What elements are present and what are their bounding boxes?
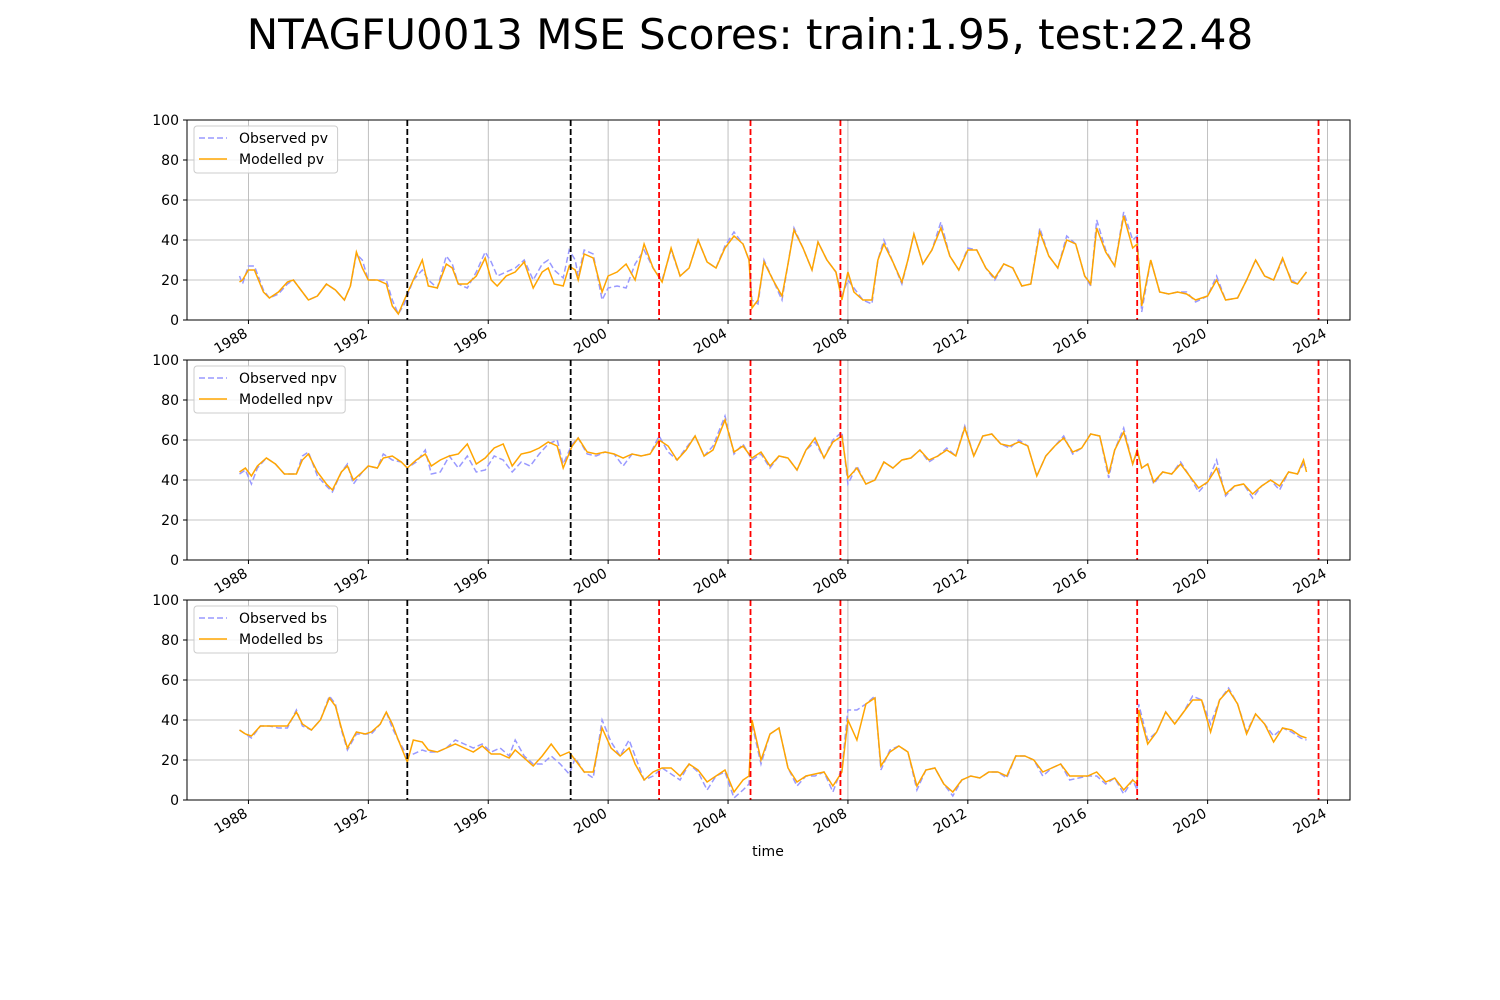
y-tick-label: 60 <box>161 193 179 209</box>
legend-label-observed: Observed pv <box>239 131 328 147</box>
x-tick-label: 2020 <box>1171 566 1210 598</box>
panel-pv: 0 20 40 60 80 100 1988 1992 1996 2000 2004 2008 2012… <box>152 113 1351 358</box>
axes-frame <box>186 119 1351 321</box>
series-line-observed-npv <box>239 413 1308 500</box>
y-tick-label: 80 <box>161 393 179 409</box>
x-tick-label: 2012 <box>931 326 970 358</box>
x-tick-label: 2024 <box>1291 326 1330 358</box>
x-tick-label: 2008 <box>811 806 850 838</box>
x-tick-label: 2004 <box>691 326 730 358</box>
legend-label-observed: Observed npv <box>239 371 337 387</box>
x-axis-label: time <box>752 844 784 860</box>
panel-bs: 0 20 40 60 80 100 1988 1992 1996 2000 2004 2008 2012… <box>152 593 1351 838</box>
x-tick-label: 2008 <box>811 326 850 358</box>
y-tick-label: 60 <box>161 673 179 689</box>
series-line-observed-pv <box>238 211 1308 316</box>
x-tick-label: 2004 <box>691 806 730 838</box>
y-tick-label: 40 <box>161 473 179 489</box>
x-tick-label: 1996 <box>451 806 490 838</box>
x-tick-label: 2024 <box>1291 806 1330 838</box>
y-tick-label: 100 <box>152 593 179 609</box>
x-tick-label: 1988 <box>212 326 251 358</box>
x-tick-label: 2012 <box>931 806 970 838</box>
y-tick-label: 0 <box>170 793 179 809</box>
legend: Observed bs Modelled bs <box>193 605 339 654</box>
x-tick-label: 2024 <box>1291 566 1330 598</box>
x-tick-label: 2020 <box>1171 326 1210 358</box>
x-tick-label: 1992 <box>331 566 370 598</box>
y-tick-label: 40 <box>161 233 179 249</box>
y-tick-label: 60 <box>161 433 179 449</box>
x-tick-label: 1992 <box>331 806 370 838</box>
x-tick-label: 2012 <box>931 566 970 598</box>
x-tick-label: 2016 <box>1051 566 1090 598</box>
y-tick-label: 0 <box>170 553 179 569</box>
x-tick-label: 1988 <box>212 806 251 838</box>
series-line-modelled-npv <box>239 417 1308 496</box>
y-tick-label: 100 <box>152 353 179 369</box>
y-tick-label: 20 <box>161 513 179 529</box>
y-tick-label: 20 <box>161 753 179 769</box>
x-tick-label: 2004 <box>691 566 730 598</box>
y-tick-label: 100 <box>152 113 179 129</box>
y-tick-label: 20 <box>161 273 179 289</box>
x-tick-label: 2000 <box>571 806 610 838</box>
x-tick-label: 1992 <box>331 326 370 358</box>
legend-box <box>193 125 339 174</box>
legend-box <box>193 605 339 654</box>
axes-frame <box>186 599 1351 801</box>
legend-label-observed: Observed bs <box>239 611 327 627</box>
x-tick-label: 2016 <box>1051 806 1090 838</box>
y-tick-label: 80 <box>161 153 179 169</box>
chart-title: NTAGFU0013 MSE Scores: train:1.95, test:… <box>246 10 1254 59</box>
legend-box <box>193 365 346 414</box>
axes-frame <box>186 359 1351 561</box>
x-tick-label: 2000 <box>571 326 610 358</box>
x-tick-label: 1996 <box>451 326 490 358</box>
legend-label-modelled: Modelled pv <box>239 152 324 168</box>
legend: Observed npv Modelled npv <box>193 365 346 414</box>
y-tick-label: 0 <box>170 313 179 329</box>
y-tick-label: 40 <box>161 713 179 729</box>
x-tick-label: 2008 <box>811 566 850 598</box>
series-line-modelled-pv <box>239 215 1308 316</box>
x-tick-label: 1996 <box>451 566 490 598</box>
panel-npv: 0 20 40 60 80 100 1988 1992 1996 2000 2004 2008 2012… <box>152 353 1351 598</box>
legend: Observed pv Modelled pv <box>193 125 339 174</box>
x-tick-label: 1988 <box>212 566 251 598</box>
series-line-modelled-bs <box>239 688 1307 794</box>
x-tick-label: 2000 <box>571 566 610 598</box>
legend-label-modelled: Modelled npv <box>239 392 333 408</box>
legend-label-modelled: Modelled bs <box>239 632 323 648</box>
x-tick-label: 2020 <box>1171 806 1210 838</box>
y-tick-label: 80 <box>161 633 179 649</box>
x-tick-label: 2016 <box>1051 326 1090 358</box>
